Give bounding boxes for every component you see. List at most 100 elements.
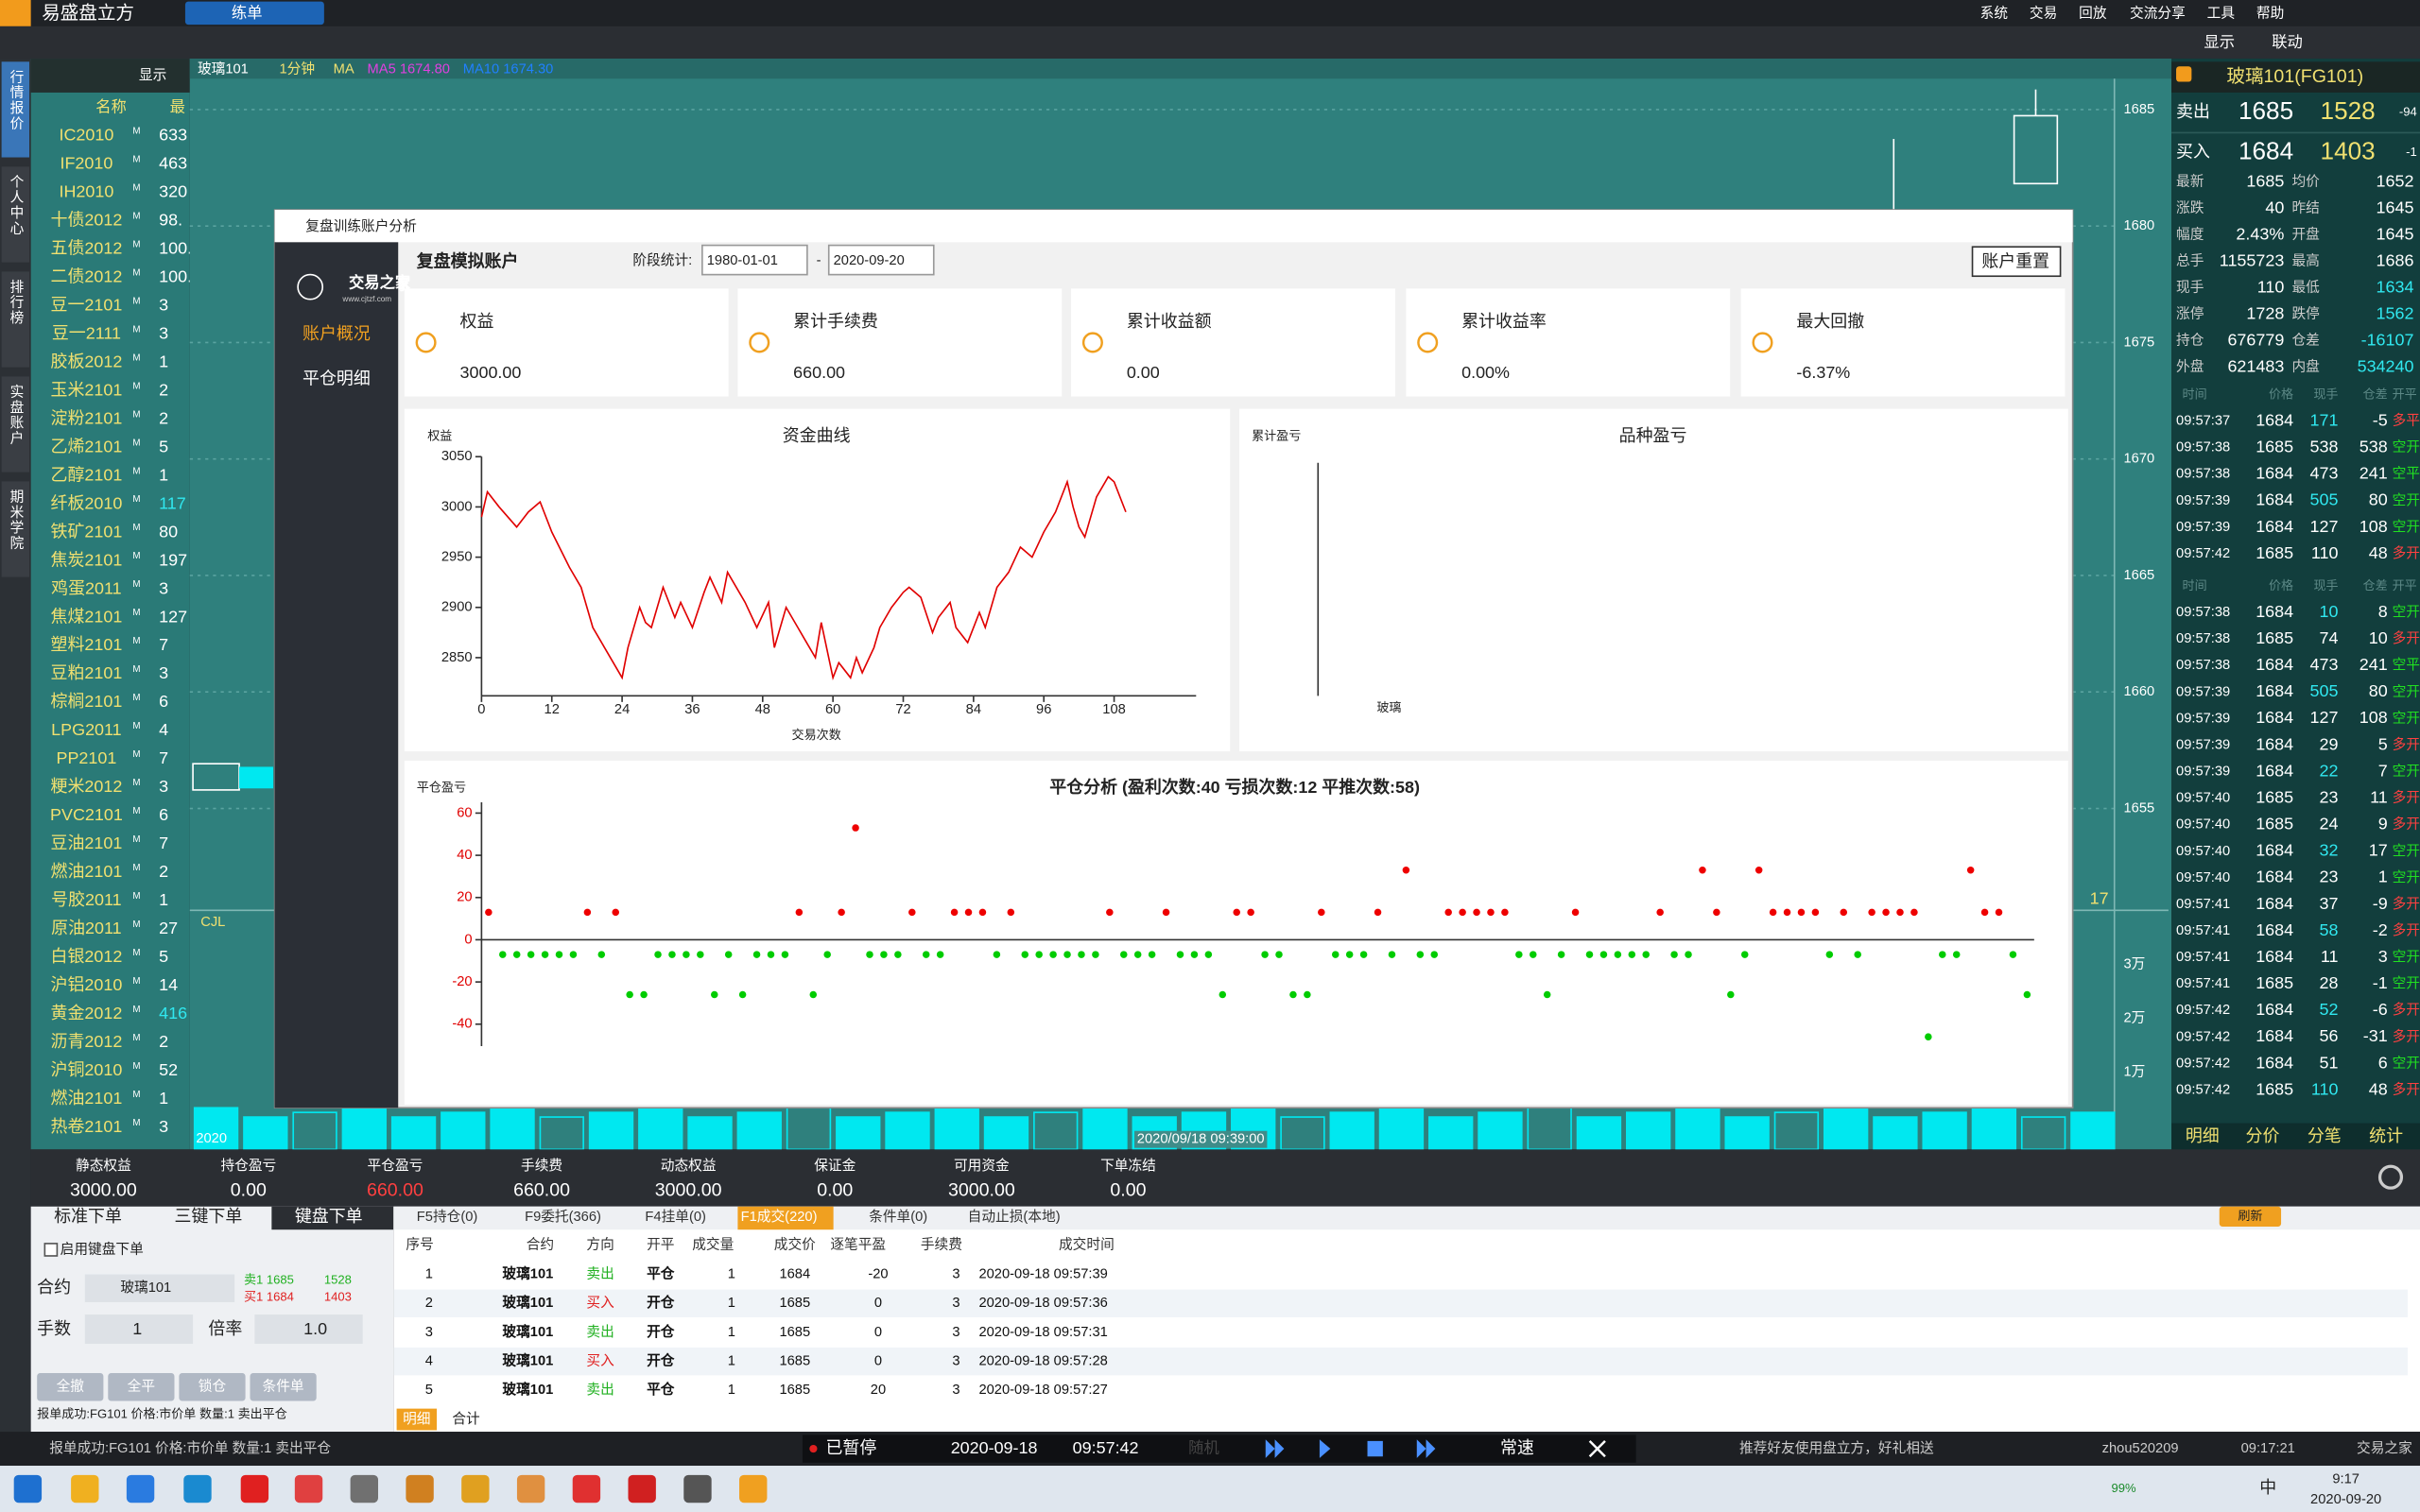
quote-tab[interactable]: 分笔: [2308, 1126, 2342, 1145]
symbol-name[interactable]: 燃油2101: [51, 1089, 123, 1108]
symbol-name[interactable]: 号胶2011: [51, 890, 121, 909]
sidebar-label[interactable]: 实盘账户: [8, 384, 23, 445]
date-value[interactable]: 1980-01-01: [707, 253, 778, 268]
sidebar-label[interactable]: 排行榜: [8, 279, 23, 325]
date-value[interactable]: 2020-09-20: [834, 253, 905, 268]
symbol-name[interactable]: LPG2011: [51, 720, 121, 739]
symbol-name[interactable]: 乙烯2101: [51, 437, 123, 455]
qty-value[interactable]: 1: [132, 1319, 142, 1338]
watchlist-display[interactable]: 显示: [139, 68, 166, 83]
trade-cell: 开仓: [647, 1323, 675, 1340]
symbol-name[interactable]: 原油2011: [51, 919, 121, 937]
taskbar: [0, 1466, 2420, 1512]
watchlist: [30, 59, 190, 1150]
checkbox-label[interactable]: 启用键盘下单: [60, 1240, 144, 1257]
order-button[interactable]: 全撤: [57, 1378, 85, 1395]
symbol-name[interactable]: 淀粉2101: [51, 408, 123, 427]
quote-tab[interactable]: 分价: [2246, 1126, 2280, 1145]
symbol-name[interactable]: 玉米2101: [51, 380, 123, 399]
symbol-name[interactable]: 粳米2012: [51, 777, 123, 796]
symbol-name[interactable]: PP2101: [57, 748, 117, 767]
tick-cell: 17: [2369, 841, 2388, 860]
reset-button[interactable]: 账户重置: [1981, 251, 2049, 270]
menu-item[interactable]: 回放: [2079, 6, 2107, 22]
trades-tab[interactable]: F9委托(366): [525, 1209, 601, 1225]
symbol-name[interactable]: 热卷2101: [51, 1117, 123, 1136]
symbol-name[interactable]: 白银2012: [51, 947, 123, 966]
account-bar: [30, 1149, 2420, 1207]
order-button[interactable]: 条件单: [263, 1379, 304, 1395]
volume-axis-label: 3万: [2124, 956, 2146, 971]
order-button[interactable]: 全平: [128, 1378, 155, 1395]
symbol-name[interactable]: PVC2101: [50, 805, 123, 824]
symbol-name[interactable]: 沪铜2010: [51, 1060, 123, 1079]
replay-controls[interactable]: [1265, 1439, 1436, 1458]
menu-item[interactable]: 交易: [2030, 5, 2057, 22]
settings-icon[interactable]: [2377, 1164, 2404, 1190]
tick-cell: 28: [2320, 973, 2339, 992]
menu-item[interactable]: 工具: [2207, 7, 2236, 22]
chart-header-item: 1分钟: [280, 60, 316, 77]
symbol-name[interactable]: 豆一2111: [52, 323, 121, 342]
tick-cell: 多平: [2393, 413, 2420, 429]
symbol-name[interactable]: 二债2012: [51, 266, 123, 285]
nav-item[interactable]: 平仓明细: [302, 369, 371, 387]
menu-item[interactable]: 系统: [1980, 6, 2009, 22]
symbol-name[interactable]: 纤板2010: [51, 493, 123, 512]
sidebar-label[interactable]: 行情报价: [8, 69, 23, 130]
symbol-name[interactable]: IH2010: [60, 181, 114, 200]
symbol-name[interactable]: 塑料2101: [51, 635, 123, 654]
symbol-name[interactable]: 豆一2101: [51, 295, 123, 314]
bottom-tab[interactable]: 明细: [403, 1411, 430, 1427]
x-tick-label: 36: [684, 702, 700, 717]
tick-cell: 09:57:40: [2176, 870, 2230, 885]
symbol-name[interactable]: 豆粕2101: [51, 663, 123, 682]
trades-tab[interactable]: F4挂单(0): [645, 1209, 705, 1225]
order-tab[interactable]: 三键下单: [175, 1207, 243, 1226]
symbol-name[interactable]: 沥青2012: [51, 1032, 123, 1051]
symbol-name[interactable]: 焦煤2101: [51, 607, 123, 626]
trades-tab[interactable]: F5持仓(0): [417, 1209, 477, 1225]
quote-tab[interactable]: 明细: [2186, 1126, 2220, 1145]
symbol-name[interactable]: 鸡蛋2011: [51, 578, 121, 597]
symbol-name[interactable]: 五债2012: [51, 238, 123, 257]
volume-bar: [1626, 1111, 1671, 1151]
sidebar-label[interactable]: 期米学院: [8, 489, 23, 550]
symbol-name[interactable]: 胶板2012: [51, 352, 123, 370]
symbol-name[interactable]: 焦炭2101: [51, 550, 123, 569]
menu-item[interactable]: 交流分享: [2130, 5, 2186, 22]
contract-value[interactable]: 玻璃101: [120, 1280, 171, 1296]
symbol-name[interactable]: IF2010: [60, 153, 112, 172]
sidebar-label[interactable]: 个人中心: [8, 174, 23, 235]
nav-item[interactable]: 账户概况: [302, 324, 371, 343]
order-tab[interactable]: 标准下单: [54, 1207, 122, 1226]
symbol-name[interactable]: 豆油2101: [51, 833, 123, 852]
trades-tab[interactable]: 自动止损(本地): [968, 1209, 1061, 1225]
symbol-name[interactable]: IC2010: [60, 125, 114, 144]
speed-button[interactable]: 常速: [1500, 1438, 1534, 1457]
symbol-name[interactable]: 乙醇2101: [51, 465, 123, 484]
symbol-name[interactable]: 棕榈2101: [51, 692, 123, 711]
control[interactable]: 联动: [2272, 34, 2303, 51]
symbol-name[interactable]: 沪铝2010: [51, 975, 123, 994]
quote-tab[interactable]: 统计: [2369, 1126, 2403, 1145]
menu-item[interactable]: 帮助: [2256, 6, 2284, 22]
qty-box: [84, 1314, 194, 1345]
symbol-name[interactable]: 燃油2101: [51, 862, 123, 881]
control[interactable]: 显示: [2204, 34, 2235, 51]
trades-tab[interactable]: F1成交(220): [741, 1208, 818, 1225]
order-tab[interactable]: 键盘下单: [295, 1207, 363, 1226]
account-value: 3000.00: [948, 1180, 1015, 1201]
symbol-name[interactable]: 铁矿2101: [51, 522, 123, 541]
button: [250, 1373, 317, 1401]
trades-tab[interactable]: 条件单(0): [869, 1209, 927, 1225]
mult-value[interactable]: 1.0: [303, 1319, 327, 1338]
random-button[interactable]: 随机: [1188, 1439, 1219, 1456]
tab-label[interactable]: 练单: [232, 5, 263, 22]
symbol-name[interactable]: 黄金2012: [51, 1004, 123, 1022]
close-icon[interactable]: [1588, 1440, 1606, 1458]
symbol-name[interactable]: 十债2012: [51, 210, 123, 229]
refresh-button[interactable]: 刷新: [2238, 1209, 2262, 1223]
bottom-tab[interactable]: 合计: [452, 1411, 480, 1427]
order-button[interactable]: 锁仓: [199, 1379, 227, 1395]
